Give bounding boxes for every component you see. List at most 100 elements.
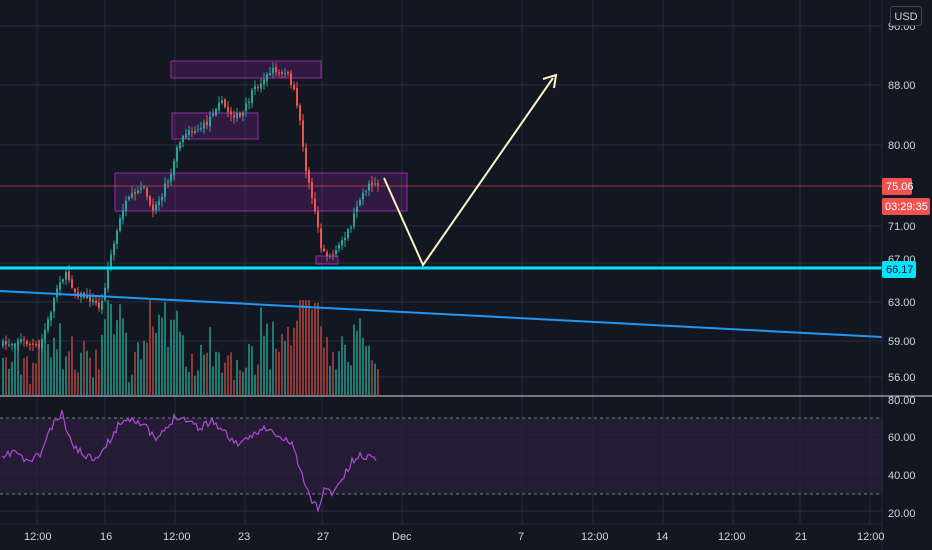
volume-bar-54: [164, 301, 166, 395]
volume-bar-85: [257, 364, 259, 395]
volume-bar-29: [89, 357, 91, 395]
volume-bar-92: [278, 351, 280, 395]
volume-bar-96: [290, 345, 292, 395]
candle-body-118: [356, 206, 358, 212]
candle-body-29: [89, 296, 91, 302]
candle-body-109: [329, 255, 331, 257]
volume-bar-47: [143, 340, 145, 395]
time-label-0: 12:00: [24, 531, 52, 543]
volume-bar-26: [80, 352, 82, 395]
volume-bar-4: [14, 343, 16, 395]
current-price-value: 75.06: [886, 181, 914, 193]
volume-bar-116: [350, 365, 352, 395]
volume-bar-10: [32, 362, 34, 395]
volume-bar-100: [302, 300, 304, 395]
volume-bar-55: [167, 347, 169, 395]
volume-bar-6: [20, 374, 22, 395]
volume-bar-16: [50, 357, 52, 395]
volume-bar-45: [137, 342, 139, 395]
candle-body-78: [236, 112, 238, 119]
volume-bar-84: [254, 374, 256, 395]
price-label-63: 63.00: [888, 297, 916, 309]
candle-body-57: [173, 161, 175, 176]
volume-bar-72: [218, 352, 220, 395]
candle-body-17: [53, 298, 55, 312]
candle-body-83: [251, 90, 253, 103]
trend-line: [0, 290, 883, 338]
volume-bar-19: [59, 323, 61, 395]
volume-bar-115: [347, 361, 349, 395]
candle-body-42: [128, 196, 130, 200]
candle-body-11: [35, 344, 37, 346]
candle-body-48: [146, 187, 148, 197]
volume-bar-52: [158, 314, 160, 395]
support-price-value: 66.17: [886, 264, 914, 276]
candle-body-80: [242, 112, 244, 117]
candlesticks: [2, 62, 379, 353]
volume-bar-83: [251, 346, 253, 395]
volume-bar-17: [53, 337, 55, 395]
volume-bar-99: [299, 300, 301, 395]
currency-button[interactable]: USD: [890, 6, 922, 26]
volume-bar-39: [119, 304, 121, 395]
candle-body-116: [350, 227, 352, 229]
time-label-5: Dec: [392, 531, 412, 543]
volume-bar-28: [86, 350, 88, 395]
candle-body-59: [179, 142, 181, 149]
volume-bar-32: [98, 369, 100, 395]
volume-bar-24: [74, 369, 76, 395]
price-label-88: 88.00: [888, 80, 916, 92]
candle-body-117: [353, 213, 355, 227]
candle-body-120: [362, 192, 364, 200]
volume-bar-25: [77, 372, 79, 395]
volume-bar-15: [47, 344, 49, 395]
rsi-label-60: 60.00: [888, 432, 916, 444]
candle-body-90: [272, 67, 274, 74]
volume-bar-102: [308, 300, 310, 395]
volume-bar-0: [2, 357, 4, 395]
volume-bar-110: [332, 351, 334, 395]
volume-bar-20: [62, 369, 64, 395]
volume-bar-65: [197, 370, 199, 395]
volume-bars: [2, 300, 379, 395]
candle-body-107: [323, 248, 325, 251]
time-label-2: 12:00: [163, 531, 191, 543]
candle-body-34: [104, 287, 106, 301]
time-label-11: 12:00: [857, 531, 885, 543]
candle-body-20: [62, 279, 64, 282]
volume-bar-118: [356, 330, 358, 395]
volume-bar-44: [134, 351, 136, 395]
candle-body-93: [281, 72, 283, 74]
candle-body-73: [221, 100, 223, 103]
candle-body-98: [296, 87, 298, 106]
candle-body-64: [194, 130, 196, 134]
candle-body-2: [8, 344, 10, 346]
volume-bar-70: [212, 366, 214, 395]
candle-body-56: [170, 174, 172, 182]
candle-body-75: [227, 106, 229, 112]
projection-path: [383, 77, 554, 268]
rsi-label-20: 20.00: [888, 508, 916, 520]
range-boxes: [114, 60, 408, 265]
volume-bar-93: [281, 333, 283, 395]
volume-bar-43: [131, 374, 133, 395]
drawing-lines: [0, 73, 883, 338]
candle-body-72: [218, 103, 220, 111]
volume-bar-117: [353, 324, 355, 395]
volume-bar-8: [26, 356, 28, 395]
volume-bar-58: [176, 310, 178, 395]
rsi-label-80: 80.00: [888, 395, 916, 407]
candle-body-114: [344, 237, 346, 241]
volume-bar-42: [128, 381, 130, 395]
candle-body-111: [335, 249, 337, 254]
time-label-9: 12:00: [718, 531, 746, 543]
volume-bar-112: [338, 351, 340, 395]
volume-bar-38: [116, 320, 118, 395]
candle-body-108: [326, 252, 328, 257]
candle-countdown: 03:29:35: [885, 201, 928, 213]
volume-bar-86: [260, 307, 262, 395]
volume-bar-23: [71, 336, 73, 395]
candle-body-88: [266, 74, 268, 81]
